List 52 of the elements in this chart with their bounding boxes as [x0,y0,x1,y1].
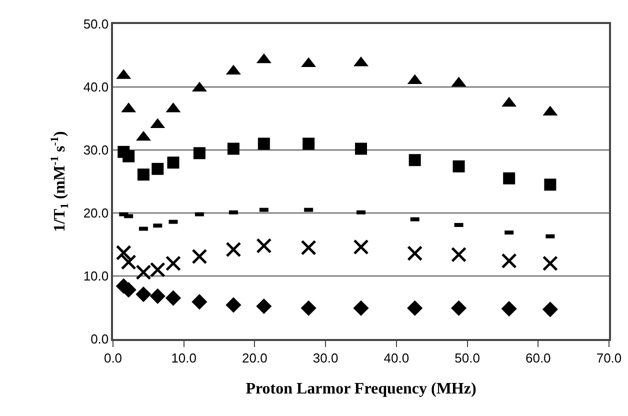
y-tick-label: 10.0 [83,268,109,284]
point [256,238,272,254]
x-tick-label: 50.0 [454,350,480,366]
point [192,294,208,310]
point [256,298,272,314]
y-tick-label: 30.0 [83,142,109,158]
point [542,302,558,318]
x-tick-label: 70.0 [596,350,622,366]
point [227,142,240,155]
point [544,178,556,191]
x-tick-label: 60.0 [525,350,551,366]
point [407,300,423,316]
point [152,162,164,175]
point [300,300,316,316]
point [353,300,369,316]
point [503,172,516,184]
point [137,168,150,181]
point [450,300,467,316]
point [165,256,181,272]
point [353,239,369,255]
point [226,242,242,258]
x-tick-label: 20.0 [242,350,268,366]
point [258,138,270,150]
point [542,256,558,272]
point [451,246,467,262]
x-tick-label: 30.0 [312,350,338,366]
point [136,286,152,302]
point [165,290,182,306]
y-tick-label: 20.0 [83,206,109,221]
point [120,254,136,270]
point [116,244,132,260]
y-tick-label: 0.0 [90,332,109,347]
point [452,160,465,172]
x-tick-label: 40.0 [384,350,410,366]
y-tick-label: 50.0 [83,16,109,32]
x-tick-label: 10.0 [171,350,197,366]
point [192,248,208,264]
point [167,156,180,169]
point [408,154,421,166]
y-tick-label: 40.0 [83,80,109,95]
point [300,240,316,256]
point [501,253,517,269]
point [302,138,315,150]
point [193,147,206,160]
x-tick-label: 0.0 [104,350,122,366]
point [501,300,517,317]
point [122,150,135,162]
point [150,288,166,304]
x-axis-title: Proton Larmor Frequency (MHz) [246,380,476,398]
point [407,246,423,262]
point [355,142,367,155]
point [226,297,242,313]
